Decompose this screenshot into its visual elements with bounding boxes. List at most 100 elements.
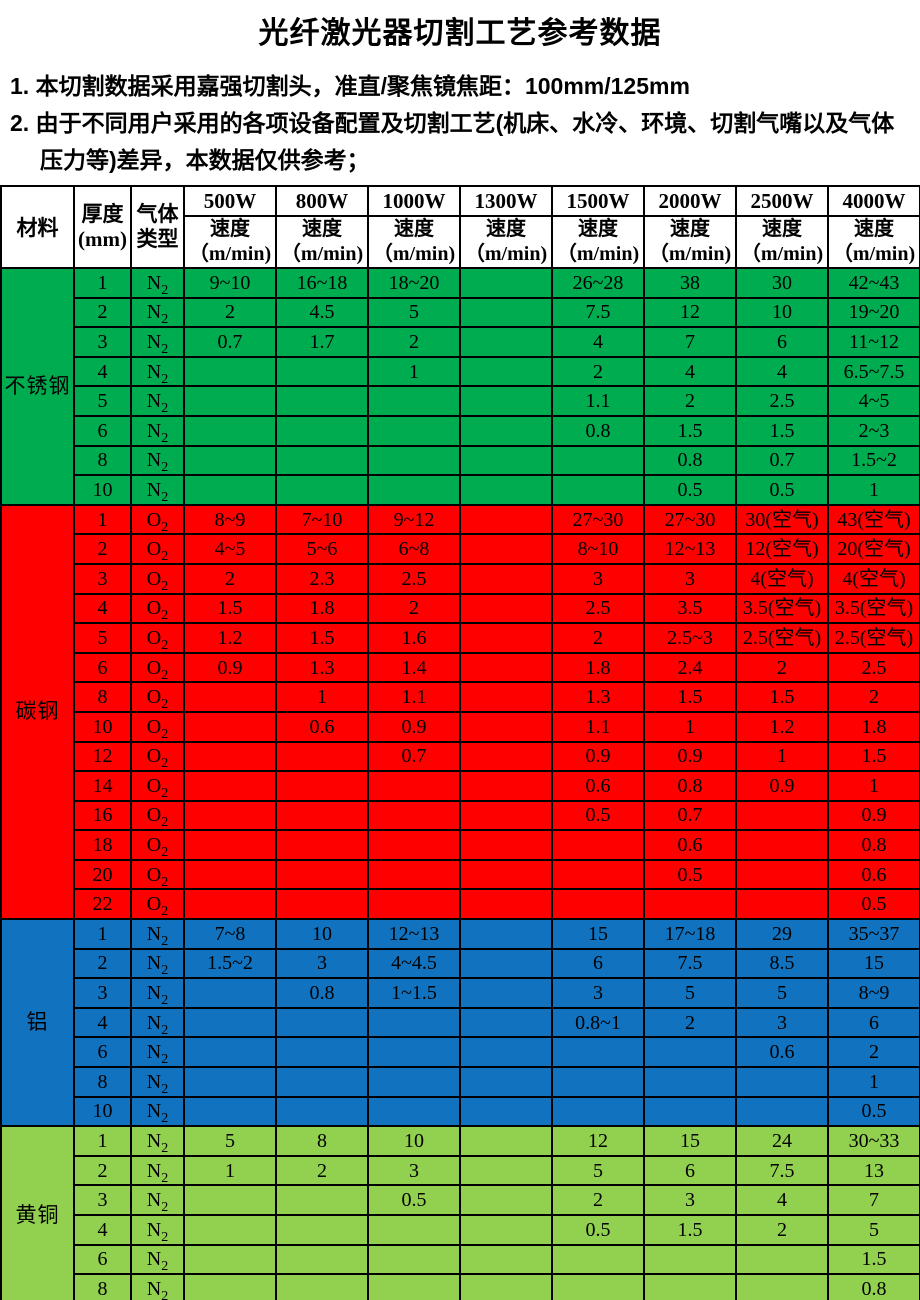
speed-value-cell: 27~30 (551, 503, 645, 536)
speed-value-cell: 4~5 (827, 385, 920, 417)
table-row: 3 N2 0.7 1.7 2 4 7 6 11~12 (1, 326, 920, 358)
speed-value-cell (183, 1184, 277, 1216)
thickness-cell: 8 (73, 681, 132, 713)
power-column-header: 500W (183, 185, 277, 217)
speed-value-cell (459, 1125, 553, 1157)
speed-value-cell: 9~10 (183, 267, 277, 299)
speed-value-cell: 5 (735, 977, 829, 1009)
table-row: 铝 1 N2 7~8 10 12~13 15 17~18 29 35~37 (0, 918, 920, 1128)
table-body: 不锈钢 1 N2 9~10 16~18 18~20 26~28 38 30 42~43 2 N2 2 4.… (0, 267, 920, 1300)
speed-value-cell: 1.1 (551, 385, 645, 417)
speed-value-cell: 2.5 (827, 651, 920, 684)
speed-value-cell: 2 (551, 355, 645, 388)
speed-value-cell: 2.5(空气) (827, 622, 920, 654)
speed-value-cell: 1.1 (367, 681, 461, 713)
thickness-cell: 3 (73, 326, 132, 358)
note-line: 2. 由于不同用户采用的各项设备配置及切割工艺(机床、水冷、环境、切割气嘴以及气… (10, 110, 895, 173)
speed-value-cell (367, 444, 461, 477)
speed-value-cell: 1 (827, 1066, 920, 1098)
speed-column-header: 速度 （m/min) (735, 215, 829, 269)
speed-value-cell: 1.5 (735, 414, 829, 447)
speed-value-cell (643, 1273, 737, 1300)
gas-type-cell: N2 (130, 1243, 185, 1276)
speed-value-cell: 1.6 (367, 622, 461, 654)
speed-value-cell: 4~4.5 (367, 947, 461, 980)
speed-value-cell: 0.9 (367, 710, 461, 743)
speed-value-cell (275, 858, 369, 891)
speed-value-cell: 6 (827, 1006, 920, 1039)
speed-value-cell (459, 829, 553, 861)
gas-type-column-header: 气体 类型 (130, 185, 185, 269)
speed-value-cell: 27~30 (643, 503, 737, 536)
table-row: 6 O2 0.9 1.3 1.4 1.8 2.4 2 2.5 (1, 651, 920, 684)
speed-value-cell: 3.5(空气) (735, 592, 829, 625)
thickness-column-header: 厚度 (mm) (73, 185, 132, 269)
speed-value-cell (183, 740, 277, 773)
thickness-cell: 3 (73, 562, 132, 595)
speed-value-cell: 6 (735, 326, 829, 358)
gas-type-cell: O2 (130, 710, 185, 743)
speed-value-cell (735, 1273, 829, 1300)
speed-value-cell: 1.5 (643, 681, 737, 713)
speed-value-cell (551, 474, 645, 506)
speed-value-cell (459, 385, 553, 417)
speed-value-cell: 1 (735, 740, 829, 773)
speed-value-cell: 15 (827, 947, 920, 980)
speed-value-cell (551, 1243, 645, 1276)
speed-value-cell: 2.5~3 (643, 622, 737, 654)
speed-value-cell (183, 414, 277, 447)
speed-value-cell: 1 (183, 1154, 277, 1187)
speed-value-cell: 0.8 (643, 770, 737, 802)
speed-value-cell: 15 (643, 1125, 737, 1157)
speed-value-cell: 2 (735, 1214, 829, 1246)
speed-value-cell: 11~12 (827, 326, 920, 358)
speed-value-cell (551, 858, 645, 891)
thickness-cell: 1 (73, 1125, 132, 1157)
speed-value-cell (275, 888, 369, 921)
table-header: 材料 厚度 (mm) 气体 类型 500W 800W 1000W 1300W 1500W… (0, 185, 920, 269)
speed-value-cell (643, 1095, 737, 1128)
speed-value-cell (459, 977, 553, 1009)
gas-type-cell: O2 (130, 651, 185, 684)
table-row: 2 N2 1.5~2 3 4~4.5 6 7.5 8.5 15 (1, 947, 920, 980)
speed-column-header: 速度 （m/min) (827, 215, 920, 269)
speed-value-cell (551, 1066, 645, 1098)
speed-value-cell (643, 888, 737, 921)
thickness-cell: 8 (73, 1066, 132, 1098)
thickness-cell: 8 (73, 1273, 132, 1300)
table-row: 14 O2 0.6 0.8 0.9 1 (1, 770, 920, 802)
power-column-header: 1300W (459, 185, 553, 217)
speed-value-cell (459, 651, 553, 684)
speed-value-cell: 2.5 (367, 562, 461, 595)
speed-value-cell (367, 888, 461, 921)
power-column-header: 1500W (551, 185, 645, 217)
speed-value-cell (275, 829, 369, 861)
speed-value-cell: 7 (827, 1184, 920, 1216)
gas-type-cell: N2 (130, 385, 185, 417)
speed-value-cell (275, 1095, 369, 1128)
speed-value-cell (367, 799, 461, 832)
table-row: 10 O2 0.6 0.9 1.1 1 1.2 1.8 (1, 710, 920, 743)
speed-value-cell (367, 385, 461, 417)
page-title: 光纤激光器切割工艺参考数据 (258, 17, 662, 50)
speed-value-cell: 4 (735, 355, 829, 388)
speed-value-cell: 17~18 (643, 918, 737, 950)
gas-type-cell: N2 (130, 1125, 185, 1157)
table-row: 3 O2 2 2.3 2.5 3 3 4(空气) 4(空气) (1, 562, 920, 595)
speed-value-cell (183, 829, 277, 861)
gas-type-cell: O2 (130, 829, 185, 861)
material-name-cell: 黄铜 (0, 1125, 75, 1300)
speed-value-cell (459, 503, 553, 536)
speed-value-cell: 0.9 (827, 799, 920, 832)
speed-value-cell: 20(空气) (827, 533, 920, 565)
speed-value-cell: 0.9 (643, 740, 737, 773)
speed-value-cell: 18~20 (367, 267, 461, 299)
gas-type-cell: N2 (130, 918, 185, 950)
speed-value-cell (367, 1066, 461, 1098)
gas-type-cell: N2 (130, 977, 185, 1009)
speed-value-cell: 0.6 (827, 858, 920, 891)
speed-value-cell (183, 444, 277, 477)
speed-value-cell (459, 592, 553, 625)
speed-value-cell (183, 858, 277, 891)
speed-value-cell: 7~10 (275, 503, 369, 536)
